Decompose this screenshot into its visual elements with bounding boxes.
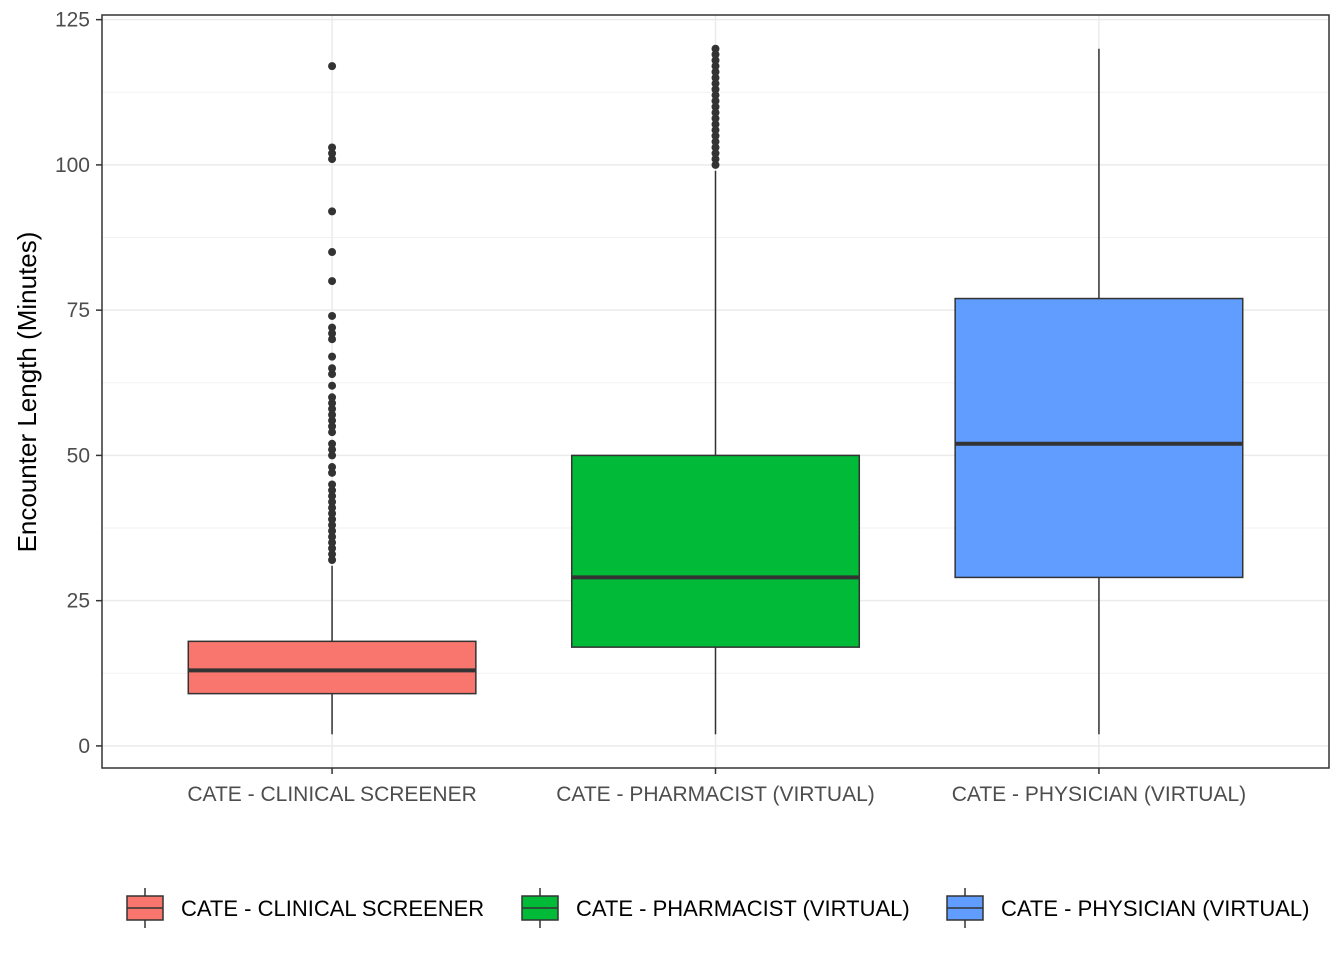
outlier-point xyxy=(328,515,337,524)
legend-label: CATE - CLINICAL SCREENER xyxy=(181,896,484,921)
y-tick-label: 75 xyxy=(67,299,90,322)
outlier-point xyxy=(711,56,720,65)
legend-label: CATE - PHARMACIST (VIRTUAL) xyxy=(576,896,910,921)
outlier-point xyxy=(711,44,720,53)
outlier-point xyxy=(328,492,337,501)
outlier-point xyxy=(328,509,337,518)
y-tick-label: 125 xyxy=(55,9,90,32)
outlier-point xyxy=(711,73,720,82)
outlier-point xyxy=(328,364,337,373)
outlier-point xyxy=(711,160,720,169)
outlier-point xyxy=(328,521,337,530)
x-axis: CATE - CLINICAL SCREENER CATE - PHARMACIS… xyxy=(187,768,1246,806)
box-body xyxy=(570,454,861,648)
plot-area xyxy=(187,44,1244,735)
outlier-point xyxy=(328,381,337,390)
x-tick-label: CATE - PHYSICIAN (VIRTUAL) xyxy=(952,783,1246,806)
outlier-point xyxy=(328,468,337,477)
outlier-point xyxy=(328,463,337,472)
outlier-point xyxy=(711,120,720,129)
legend-item-3: CATE - PHYSICIAN (VIRTUAL) xyxy=(946,888,1309,928)
outlier-point xyxy=(711,50,720,59)
outlier-point xyxy=(711,67,720,76)
outlier-point xyxy=(328,538,337,547)
outlier-point xyxy=(328,416,337,425)
outlier-point xyxy=(328,445,337,454)
outlier-point xyxy=(328,143,337,152)
y-tick-label: 25 xyxy=(67,590,90,613)
outlier-point xyxy=(328,277,337,286)
outlier-point xyxy=(711,155,720,164)
outlier-point xyxy=(328,497,337,506)
x-tick-label: CATE - CLINICAL SCREENER xyxy=(187,783,476,806)
outlier-point xyxy=(328,555,337,564)
legend-item-1: CATE - CLINICAL SCREENER xyxy=(126,888,484,928)
outlier-point xyxy=(328,149,337,158)
outlier-point xyxy=(328,404,337,413)
outlier-point xyxy=(711,131,720,140)
box-1 xyxy=(187,62,477,735)
y-tick-label: 50 xyxy=(67,444,90,467)
outlier-point xyxy=(328,428,337,437)
legend-item-2: CATE - PHARMACIST (VIRTUAL) xyxy=(521,888,910,928)
box-2 xyxy=(570,44,861,735)
outlier-point xyxy=(711,91,720,100)
outlier-point xyxy=(328,62,337,71)
outlier-point xyxy=(328,248,337,257)
outlier-point xyxy=(328,439,337,448)
outlier-point xyxy=(328,352,337,361)
outlier-point xyxy=(328,323,337,332)
outlier-point xyxy=(711,126,720,135)
outlier-point xyxy=(711,102,720,111)
outlier-point xyxy=(328,544,337,553)
legend: CATE - CLINICAL SCREENER CATE - PHARMACIS… xyxy=(126,888,1309,928)
outlier-point xyxy=(328,329,337,338)
outlier-point xyxy=(328,422,337,431)
outlier-point xyxy=(328,399,337,408)
outlier-point xyxy=(711,114,720,123)
y-tick-label: 100 xyxy=(55,154,90,177)
outlier-point xyxy=(328,335,337,344)
outlier-point xyxy=(711,108,720,117)
outlier-point xyxy=(328,480,337,489)
y-tick-label: 0 xyxy=(78,735,90,758)
outlier-point xyxy=(328,503,337,512)
legend-label: CATE - PHYSICIAN (VIRTUAL) xyxy=(1001,896,1309,921)
outlier-point xyxy=(328,311,337,320)
box-body xyxy=(954,297,1244,579)
x-tick-label: CATE - PHARMACIST (VIRTUAL) xyxy=(556,783,875,806)
outlier-point xyxy=(328,155,337,164)
outlier-point xyxy=(328,207,337,216)
outlier-point xyxy=(328,526,337,535)
box-body xyxy=(187,640,477,695)
outlier-point xyxy=(328,410,337,419)
outlier-point xyxy=(711,96,720,105)
outlier-point xyxy=(711,149,720,158)
outlier-point xyxy=(711,62,720,71)
outlier-point xyxy=(328,532,337,541)
y-axis: 0 25 50 75 100 125 xyxy=(55,9,102,758)
outlier-point xyxy=(328,486,337,495)
outlier-point xyxy=(711,85,720,94)
outlier-point xyxy=(328,550,337,559)
box-3 xyxy=(954,48,1244,735)
outlier-point xyxy=(328,393,337,402)
outlier-point xyxy=(711,137,720,146)
outlier-point xyxy=(328,370,337,379)
outlier-point xyxy=(711,143,720,152)
outlier-point xyxy=(328,451,337,460)
outlier-point xyxy=(711,79,720,88)
y-axis-title: Encounter Length (Minutes) xyxy=(12,232,42,553)
